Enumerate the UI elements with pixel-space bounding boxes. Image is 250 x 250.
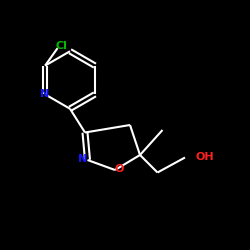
Text: N: N: [78, 154, 88, 164]
Text: OH: OH: [195, 152, 214, 162]
Text: O: O: [115, 164, 124, 174]
Text: N: N: [40, 90, 50, 99]
Text: Cl: Cl: [56, 40, 67, 50]
